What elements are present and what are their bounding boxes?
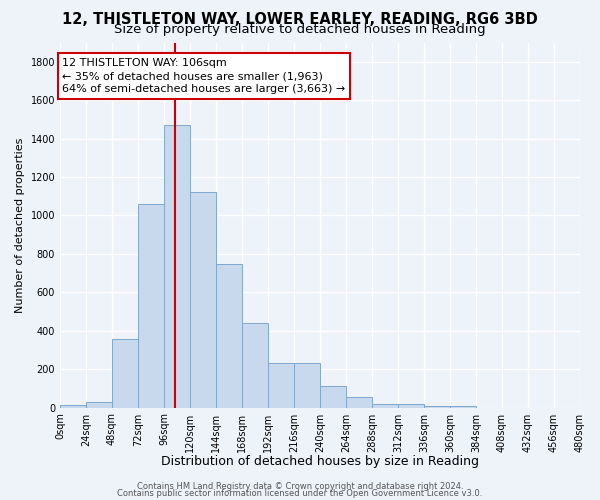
Y-axis label: Number of detached properties: Number of detached properties bbox=[15, 138, 25, 312]
Bar bbox=[294, 364, 320, 408]
Bar bbox=[372, 404, 398, 407]
Bar bbox=[138, 204, 164, 408]
Text: Contains HM Land Registry data © Crown copyright and database right 2024.: Contains HM Land Registry data © Crown c… bbox=[137, 482, 463, 491]
X-axis label: Distribution of detached houses by size in Reading: Distribution of detached houses by size … bbox=[161, 454, 479, 468]
Bar bbox=[60, 404, 86, 407]
Bar bbox=[216, 264, 242, 408]
Text: Contains public sector information licensed under the Open Government Licence v3: Contains public sector information licen… bbox=[118, 489, 482, 498]
Bar bbox=[190, 192, 216, 408]
Bar bbox=[346, 397, 372, 407]
Bar bbox=[320, 386, 346, 407]
Bar bbox=[450, 406, 476, 407]
Bar bbox=[112, 340, 138, 407]
Bar bbox=[242, 323, 268, 407]
Text: 12, THISTLETON WAY, LOWER EARLEY, READING, RG6 3BD: 12, THISTLETON WAY, LOWER EARLEY, READIN… bbox=[62, 12, 538, 28]
Bar bbox=[268, 364, 294, 408]
Bar bbox=[424, 406, 450, 407]
Bar bbox=[398, 404, 424, 407]
Bar bbox=[164, 125, 190, 408]
Text: 12 THISTLETON WAY: 106sqm
← 35% of detached houses are smaller (1,963)
64% of se: 12 THISTLETON WAY: 106sqm ← 35% of detac… bbox=[62, 58, 346, 94]
Bar bbox=[86, 402, 112, 407]
Text: Size of property relative to detached houses in Reading: Size of property relative to detached ho… bbox=[114, 22, 486, 36]
